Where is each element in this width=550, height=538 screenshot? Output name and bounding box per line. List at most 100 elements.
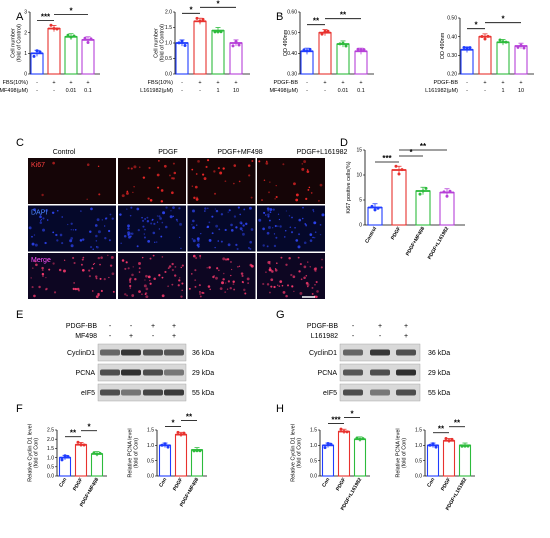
cell-nucleus-dot bbox=[133, 165, 137, 169]
cell-nucleus-dot bbox=[192, 219, 195, 223]
chart-a-right-data-point bbox=[177, 41, 181, 45]
cell-nucleus-dot bbox=[275, 195, 278, 199]
cell-nucleus-dot bbox=[269, 291, 271, 294]
condition-value: 0.01 bbox=[66, 88, 77, 94]
chart-d-data-point bbox=[442, 190, 446, 194]
chart-a-left-bar bbox=[81, 39, 95, 75]
panel-letter-h: H bbox=[276, 403, 284, 415]
chart-d-data-point bbox=[418, 192, 422, 196]
cell-nucleus-dot bbox=[232, 280, 235, 284]
cell-nucleus-dot bbox=[303, 160, 307, 164]
cell-nucleus-dot bbox=[250, 196, 253, 199]
cell-nucleus-dot bbox=[214, 246, 216, 249]
chart-f-left-data-point bbox=[98, 451, 102, 455]
cell-nucleus-dot bbox=[158, 160, 160, 162]
cell-nucleus-dot bbox=[104, 236, 107, 240]
cell-nucleus-dot bbox=[224, 228, 227, 232]
chart-a-left-y-tick-label: 0 bbox=[24, 72, 27, 78]
cell-nucleus-dot bbox=[199, 293, 201, 295]
cell-nucleus-dot bbox=[306, 283, 310, 287]
cell-nucleus-dot bbox=[153, 277, 156, 281]
chart-b-right-data-point bbox=[465, 46, 469, 50]
cell-nucleus-dot bbox=[146, 216, 149, 219]
cell-nucleus-dot bbox=[40, 220, 42, 222]
chart-h-right-data-point bbox=[434, 445, 438, 449]
micrograph-tile bbox=[118, 158, 186, 204]
blot-band bbox=[343, 389, 363, 396]
chart-h-right-sig-label: ** bbox=[454, 419, 461, 428]
cell-nucleus-dot bbox=[162, 211, 166, 215]
cell-nucleus-dot bbox=[202, 173, 205, 176]
chart-d-y-tick-label: 5 bbox=[359, 198, 362, 204]
cell-nucleus-dot bbox=[293, 290, 295, 293]
cell-nucleus-dot bbox=[301, 167, 305, 171]
chart-a-right-data-point bbox=[198, 19, 202, 23]
blot-condition-value: + bbox=[378, 323, 382, 330]
chart-f-left-data-point bbox=[95, 452, 99, 456]
cell-nucleus-dot bbox=[263, 211, 266, 214]
cell-nucleus-dot bbox=[111, 217, 114, 220]
chart-a-left-data-point bbox=[83, 36, 87, 40]
cell-nucleus-dot bbox=[61, 242, 64, 245]
cell-nucleus-dot bbox=[220, 213, 224, 216]
cell-nucleus-dot bbox=[128, 278, 132, 282]
condition-value: - bbox=[466, 88, 468, 94]
blot-band bbox=[343, 349, 363, 356]
micrograph-tile bbox=[187, 253, 256, 299]
cell-nucleus-dot bbox=[34, 243, 38, 247]
cell-nucleus-dot bbox=[137, 229, 140, 232]
cell-nucleus-dot bbox=[104, 217, 107, 220]
blot-band bbox=[143, 389, 163, 396]
cell-nucleus-dot bbox=[44, 288, 48, 291]
chart-a-left-data-point bbox=[35, 49, 39, 53]
cell-nucleus-dot bbox=[152, 231, 156, 235]
cell-nucleus-dot bbox=[39, 214, 42, 216]
cell-nucleus-dot bbox=[205, 165, 208, 168]
chart-a-left-y-tick-label: 3 bbox=[24, 10, 27, 16]
chart-h-left-y-tick-label: 1.5 bbox=[310, 428, 317, 434]
cell-nucleus-dot bbox=[290, 231, 294, 234]
chart-a-left-bar bbox=[47, 27, 61, 75]
cell-nucleus-dot bbox=[144, 279, 146, 281]
micrograph-tile bbox=[187, 158, 256, 204]
cell-nucleus-dot bbox=[267, 213, 270, 216]
cell-nucleus-dot bbox=[167, 267, 170, 270]
chart-f-left-y-label: Relative Cyclin D1 level(fold of Con) bbox=[28, 424, 40, 482]
chart-f-right-bar bbox=[190, 449, 204, 477]
chart-b-right-data-point bbox=[504, 40, 508, 44]
cell-nucleus-dot bbox=[101, 219, 103, 221]
cell-nucleus-dot bbox=[92, 263, 95, 265]
cell-nucleus-dot bbox=[70, 244, 74, 248]
cell-nucleus-dot bbox=[53, 291, 57, 294]
chart-b-right-y-tick-label: 0.50 bbox=[447, 16, 457, 22]
cell-nucleus-dot bbox=[180, 295, 183, 298]
chart-a-right-y-tick-label: 0.0 bbox=[165, 72, 172, 78]
cell-nucleus-dot bbox=[312, 236, 314, 239]
cell-nucleus-dot bbox=[251, 160, 254, 163]
cell-nucleus-dot bbox=[62, 269, 66, 273]
blot-kda-label: 36 kDa bbox=[428, 350, 450, 357]
cell-nucleus-dot bbox=[149, 282, 152, 285]
cell-nucleus-dot bbox=[228, 209, 231, 212]
chart-d-data-point bbox=[373, 208, 377, 212]
chart-a-right-bar bbox=[175, 42, 189, 75]
chart-b-right-bar bbox=[496, 41, 510, 75]
cell-nucleus-dot bbox=[305, 197, 308, 200]
cell-nucleus-dot bbox=[40, 218, 42, 221]
cell-nucleus-dot bbox=[196, 237, 200, 241]
cell-nucleus-dot bbox=[129, 284, 132, 288]
cell-nucleus-dot bbox=[208, 239, 212, 242]
cell-nucleus-dot bbox=[248, 247, 250, 249]
cell-nucleus-dot bbox=[207, 159, 210, 162]
cell-nucleus-dot bbox=[131, 294, 135, 297]
chart-b-left-data-point bbox=[359, 48, 363, 52]
cell-nucleus-dot bbox=[211, 232, 214, 235]
cell-nucleus-dot bbox=[211, 215, 214, 218]
condition-value: - bbox=[306, 88, 308, 94]
cell-nucleus-dot bbox=[144, 228, 146, 231]
cell-nucleus-dot bbox=[203, 177, 207, 180]
cell-nucleus-dot bbox=[138, 290, 141, 293]
cell-nucleus-dot bbox=[129, 287, 132, 289]
cell-nucleus-dot bbox=[41, 266, 44, 270]
chart-f-left-data-point bbox=[92, 451, 96, 455]
